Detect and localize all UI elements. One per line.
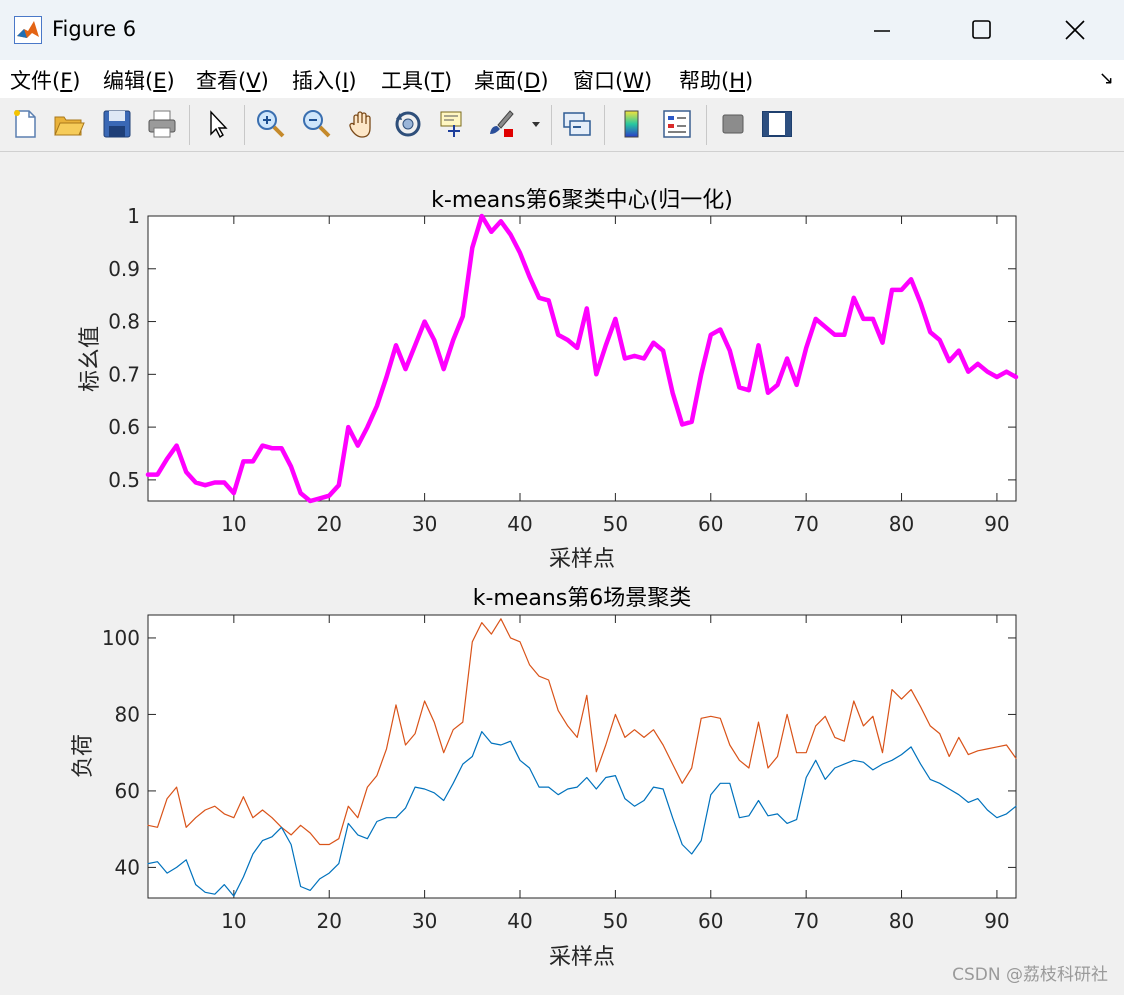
scenario-x-tick-label: 60 xyxy=(698,909,723,933)
menu-window[interactable]: 窗口(W) xyxy=(573,69,653,93)
open-folder-icon[interactable] xyxy=(52,107,86,141)
scenario-x-tick-label: 10 xyxy=(221,909,246,933)
center-chart: k-means第6聚类中心(归一化) 采样点 标幺值 10 20 30 40 50 60 7… xyxy=(78,188,1019,572)
brush-dropdown-icon[interactable] xyxy=(526,107,546,141)
scenario-x-tick-label: 90 xyxy=(984,909,1009,933)
show-plot-tools-icon[interactable] xyxy=(760,107,794,141)
scenario-y-tick-label: 100 xyxy=(102,626,140,650)
title-bar: Figure 6 xyxy=(0,0,1124,60)
menu-help[interactable]: 帮助(H) xyxy=(679,69,754,93)
center-y-tick-label: 0.9 xyxy=(108,257,140,281)
watermark: CSDN @荔枝科研社 xyxy=(952,965,1108,985)
center-chart-title: k-means第6聚类中心(归一化) xyxy=(431,188,733,213)
scenario-y-tick-label: 40 xyxy=(115,855,140,879)
menu-file[interactable]: 文件(F) xyxy=(10,69,81,93)
center-y-axis-label: 标幺值 xyxy=(78,326,103,392)
zoom-in-icon[interactable] xyxy=(253,107,287,141)
save-icon[interactable] xyxy=(100,107,134,141)
center-x-tick-label: 70 xyxy=(793,512,818,536)
colorbar-icon[interactable] xyxy=(615,107,649,141)
close-button[interactable] xyxy=(1052,10,1098,50)
print-icon[interactable] xyxy=(145,107,179,141)
figure-canvas: k-means第6聚类中心(归一化) 采样点 标幺值 10 20 30 40 50 60 7… xyxy=(71,188,1019,970)
toolbar-separator xyxy=(551,105,552,145)
scenario-series-line-1 xyxy=(147,618,1017,846)
center-x-tick-label: 50 xyxy=(603,512,628,536)
scenario-y-axis-label: 负荷 xyxy=(71,734,96,778)
menu-insert[interactable]: 插入(I) xyxy=(292,69,357,93)
new-file-icon[interactable] xyxy=(8,107,42,141)
menu-view[interactable]: 查看(V) xyxy=(196,69,269,93)
pan-hand-icon[interactable] xyxy=(345,107,379,141)
center-x-tick-label: 90 xyxy=(984,512,1009,536)
scenario-x-tick-label: 20 xyxy=(317,909,342,933)
scenario-y-tick-label: 60 xyxy=(115,779,140,803)
scenario-x-tick-label: 30 xyxy=(412,909,437,933)
center-x-axis-label: 采样点 xyxy=(549,547,615,572)
center-y-tick-label: 0.6 xyxy=(108,415,140,439)
minimize-button[interactable] xyxy=(858,10,904,50)
menu-tools[interactable]: 工具(T) xyxy=(381,69,453,93)
matlab-logo-icon xyxy=(14,16,42,44)
center-y-tick-label: 1 xyxy=(127,204,140,228)
rotate-3d-icon[interactable] xyxy=(391,107,425,141)
scenario-plot-area xyxy=(147,614,1017,899)
pointer-icon[interactable] xyxy=(200,107,234,141)
scenario-x-axis-label: 采样点 xyxy=(549,945,615,970)
center-x-tick-label: 40 xyxy=(507,512,532,536)
center-series-line-1 xyxy=(145,213,1019,504)
toolbar-separator xyxy=(706,105,707,145)
toolbar xyxy=(0,99,1124,152)
scenario-chart: k-means第6场景聚类 采样点 负荷 10 20 30 40 50 60 70 80 90 4… xyxy=(71,586,1017,970)
scenario-x-tick-label: 40 xyxy=(507,909,532,933)
legend-icon[interactable] xyxy=(660,107,694,141)
scenario-series-line-2 xyxy=(147,730,1017,897)
center-x-tick-label: 20 xyxy=(317,512,342,536)
maximize-button[interactable] xyxy=(958,10,1004,50)
data-cursor-icon[interactable] xyxy=(436,107,470,141)
center-x-tick-label: 30 xyxy=(412,512,437,536)
toolbar-separator xyxy=(189,105,190,145)
hide-plot-tools-icon[interactable] xyxy=(716,107,750,141)
menu-bar: 文件(F) 编辑(E) 查看(V) 插入(I) 工具(T) 桌面(D) 窗口(W… xyxy=(0,60,1124,98)
center-x-tick-label: 10 xyxy=(221,512,246,536)
center-y-tick-label: 0.5 xyxy=(108,468,140,492)
center-x-tick-label: 60 xyxy=(698,512,723,536)
undock-arrow-icon[interactable]: ↘ xyxy=(1098,68,1114,89)
scenario-x-tick-label: 50 xyxy=(603,909,628,933)
center-plot-area xyxy=(147,215,1017,502)
link-plot-icon[interactable] xyxy=(560,107,594,141)
center-x-tick-label: 80 xyxy=(889,512,914,536)
scenario-y-tick-label: 80 xyxy=(115,702,140,726)
scenario-x-tick-label: 80 xyxy=(889,909,914,933)
toolbar-separator xyxy=(604,105,605,145)
scenario-chart-title: k-means第6场景聚类 xyxy=(473,586,692,611)
toolbar-separator xyxy=(244,105,245,145)
center-y-tick-label: 0.8 xyxy=(108,310,140,334)
center-y-tick-label: 0.7 xyxy=(108,362,140,386)
menu-edit[interactable]: 编辑(E) xyxy=(103,69,175,93)
scenario-x-tick-label: 70 xyxy=(793,909,818,933)
brush-icon[interactable] xyxy=(484,107,518,141)
zoom-out-icon[interactable] xyxy=(299,107,333,141)
menu-desktop[interactable]: 桌面(D) xyxy=(474,69,549,93)
window-title: Figure 6 xyxy=(52,17,137,41)
